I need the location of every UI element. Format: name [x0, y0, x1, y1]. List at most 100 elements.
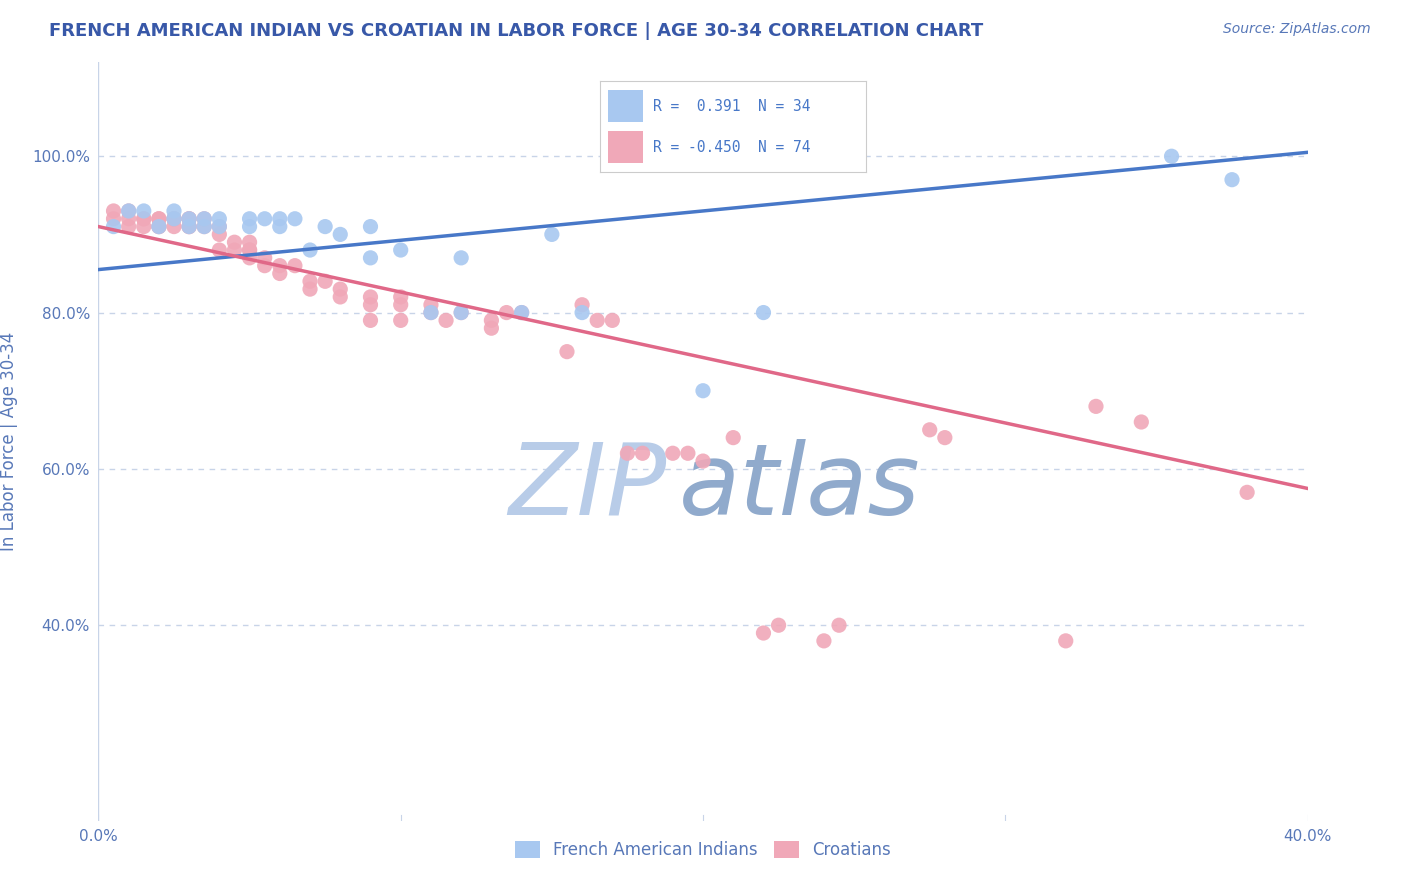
Point — [269, 211, 291, 226]
Point — [1220, 172, 1243, 186]
Point — [103, 211, 125, 226]
Text: atlas: atlas — [679, 439, 921, 535]
Point — [284, 211, 307, 226]
Point — [692, 454, 714, 468]
Point — [103, 203, 125, 218]
Point — [179, 211, 201, 226]
Point — [179, 211, 201, 226]
Point — [208, 243, 231, 257]
Point — [813, 633, 835, 648]
Point — [148, 219, 170, 234]
Point — [179, 219, 201, 234]
Point — [360, 313, 382, 327]
Text: ZIP: ZIP — [509, 439, 666, 535]
Point — [253, 211, 276, 226]
Point — [179, 211, 201, 226]
Point — [1236, 485, 1258, 500]
Point — [420, 298, 443, 312]
Point — [148, 211, 170, 226]
Point — [118, 219, 141, 234]
Text: Source: ZipAtlas.com: Source: ZipAtlas.com — [1223, 22, 1371, 37]
Point — [329, 282, 352, 296]
Point — [103, 219, 125, 234]
Point — [389, 313, 412, 327]
Point — [450, 305, 472, 319]
Point — [1054, 633, 1077, 648]
Point — [118, 211, 141, 226]
Point — [495, 305, 517, 319]
Point — [752, 626, 775, 640]
Point — [239, 211, 262, 226]
Point — [602, 313, 624, 327]
Point — [586, 313, 609, 327]
Point — [163, 219, 186, 234]
Point — [239, 251, 262, 265]
Point — [434, 313, 457, 327]
Point — [360, 298, 382, 312]
Point — [284, 259, 307, 273]
Point — [193, 211, 215, 226]
Point — [1160, 149, 1182, 163]
Point — [631, 446, 654, 460]
Point — [163, 211, 186, 226]
Point — [692, 384, 714, 398]
Point — [208, 227, 231, 242]
Point — [269, 267, 291, 281]
Legend: French American Indians, Croatians: French American Indians, Croatians — [508, 834, 898, 865]
Point — [329, 290, 352, 304]
Point — [118, 203, 141, 218]
Point — [239, 243, 262, 257]
Point — [510, 305, 533, 319]
Point — [752, 305, 775, 319]
Point — [723, 431, 745, 445]
Point — [661, 446, 683, 460]
Point — [420, 305, 443, 319]
Point — [1085, 400, 1108, 414]
Point — [828, 618, 851, 632]
Point — [208, 219, 231, 234]
Point — [481, 321, 503, 335]
Point — [360, 290, 382, 304]
Point — [389, 290, 412, 304]
Point — [481, 313, 503, 327]
Point — [540, 227, 562, 242]
Point — [239, 219, 262, 234]
Point — [224, 235, 246, 250]
Point — [934, 431, 956, 445]
Point — [450, 251, 472, 265]
Point — [253, 251, 276, 265]
Point — [239, 243, 262, 257]
Point — [314, 219, 336, 234]
Point — [768, 618, 790, 632]
Point — [193, 211, 215, 226]
Point — [193, 219, 215, 234]
Point — [571, 305, 593, 319]
Point — [253, 259, 276, 273]
Point — [163, 203, 186, 218]
Point — [299, 274, 322, 288]
Point — [208, 219, 231, 234]
Point — [389, 243, 412, 257]
Point — [132, 211, 155, 226]
Point — [148, 219, 170, 234]
Point — [224, 243, 246, 257]
Point — [269, 219, 291, 234]
Point — [299, 243, 322, 257]
Point — [360, 219, 382, 234]
Point — [208, 211, 231, 226]
Point — [148, 219, 170, 234]
Point — [299, 282, 322, 296]
Point — [239, 235, 262, 250]
Point — [389, 298, 412, 312]
Point — [616, 446, 638, 460]
Y-axis label: In Labor Force | Age 30-34: In Labor Force | Age 30-34 — [0, 332, 18, 551]
Point — [118, 203, 141, 218]
Point — [450, 305, 472, 319]
Point — [329, 227, 352, 242]
Point — [163, 211, 186, 226]
Point — [571, 298, 593, 312]
Point — [360, 251, 382, 265]
Point — [179, 219, 201, 234]
Point — [918, 423, 941, 437]
Text: FRENCH AMERICAN INDIAN VS CROATIAN IN LABOR FORCE | AGE 30-34 CORRELATION CHART: FRENCH AMERICAN INDIAN VS CROATIAN IN LA… — [49, 22, 983, 40]
